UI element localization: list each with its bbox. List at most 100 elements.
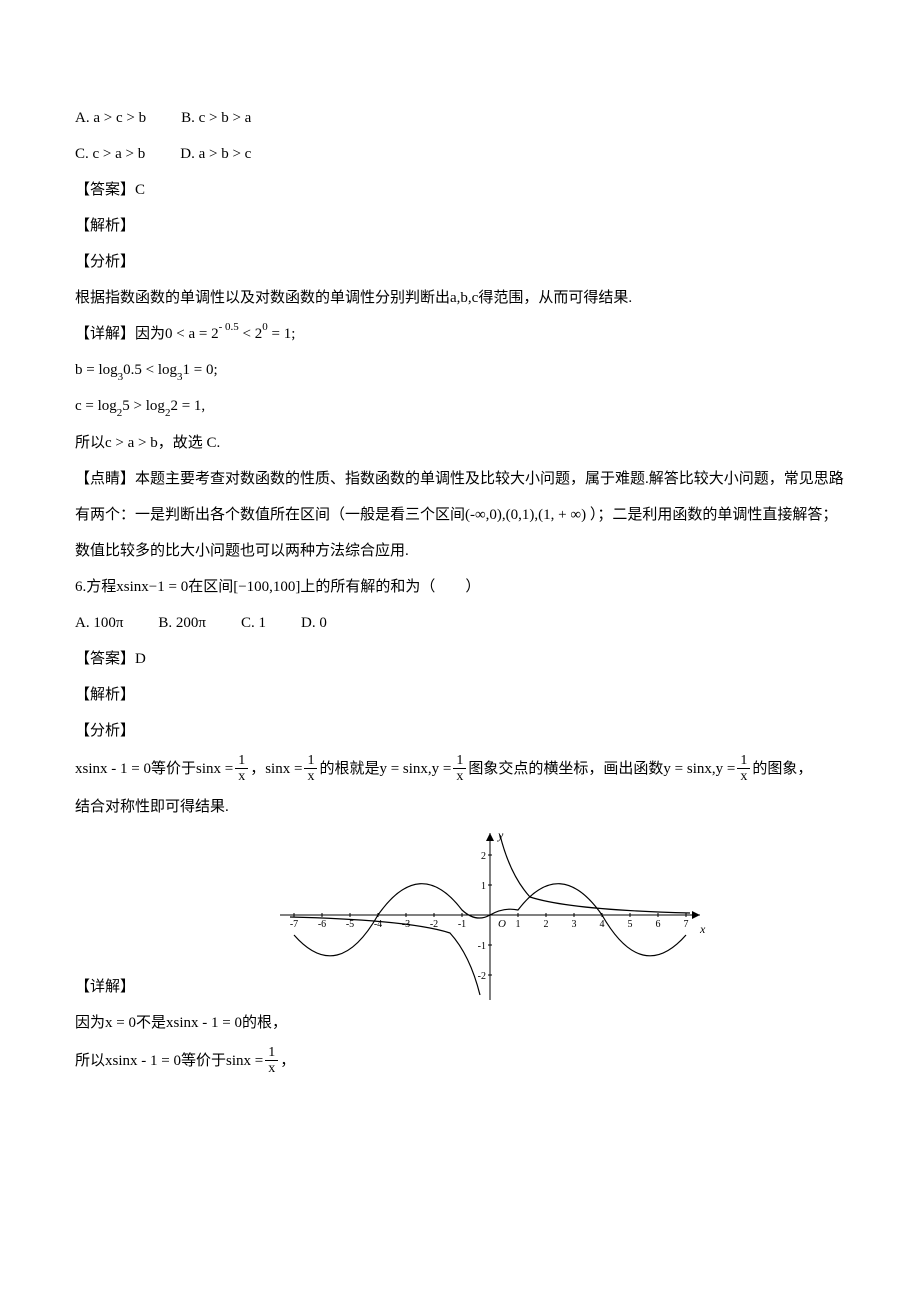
q6-opt-d: D. 0 xyxy=(301,605,327,641)
q5-so-pre: 所以 xyxy=(75,435,105,451)
q6-d-l2-mid: 等价于 xyxy=(181,1043,226,1079)
svg-text:5: 5 xyxy=(628,919,633,930)
svg-text:1: 1 xyxy=(516,919,521,930)
q6-an-sin2: sinx = xyxy=(265,751,302,787)
q5-detail-c: c = log25 > log22 = 1, xyxy=(75,388,845,424)
q6-stem-pre: 6.方程 xyxy=(75,579,116,595)
q5-detail-a-tail: ; xyxy=(291,326,295,342)
q6-frac5-n: 1 xyxy=(265,1045,278,1061)
svg-text:-6: -6 xyxy=(318,919,326,930)
q5-dianqing: 【点睛】本题主要考查对数函数的性质、指数函数的单调性及比较大小问题，属于难题.解… xyxy=(75,461,845,569)
q6-detail-l2: 所以 xsinx - 1 = 0 等价于 sinx = 1x ， xyxy=(75,1041,845,1081)
q6-frac1-n: 1 xyxy=(235,753,248,769)
q6-frac2: 1x xyxy=(304,753,317,785)
q5-detail-c-sub2: 2 xyxy=(165,407,171,419)
q5-detail-a-eq: 0 < a = 2- 0.5 < 20 = 1 xyxy=(165,326,291,342)
q6-d-l2-pre: 所以 xyxy=(75,1043,105,1079)
q6-frac3-d: x xyxy=(453,769,466,784)
svg-text:O: O xyxy=(498,918,506,930)
svg-text:-7: -7 xyxy=(290,919,298,930)
q5-detail-c-sub1: 2 xyxy=(117,407,123,419)
q6-frac3: 1x xyxy=(453,753,466,785)
q6-d-l2-eq: xsinx - 1 = 0 xyxy=(105,1043,181,1079)
q6-stem-post: 上的所有解的和为（ ） xyxy=(300,579,480,595)
q6-d-l1-mid: 不是 xyxy=(136,1015,166,1031)
q5-detail-a: 【详解】因为0 < a = 2- 0.5 < 20 = 1; xyxy=(75,316,845,352)
q6-frac2-d: x xyxy=(304,769,317,784)
q6-frac1-d: x xyxy=(235,769,248,784)
q6-d-l2-post: ， xyxy=(280,1043,295,1079)
q6-stem-mid: 在区间 xyxy=(188,579,233,595)
q6-an-txt2: 的根就是 xyxy=(319,751,379,787)
q6-d-l1-post: 的根， xyxy=(242,1015,287,1031)
q6-d-l1-eq2: xsinx - 1 = 0 xyxy=(166,1015,242,1031)
q5-detail-b-pre: b = log xyxy=(75,362,118,378)
q6-analysis-line1: xsinx - 1 = 0 等价于 sinx = 1x ， sinx = 1x … xyxy=(75,749,845,789)
q5-so-post: ，故选 C. xyxy=(158,435,221,451)
svg-text:3: 3 xyxy=(572,919,577,930)
q6-frac4-d: x xyxy=(737,769,750,784)
q5-conclusion: 所以c > a > b，故选 C. xyxy=(75,425,845,461)
svg-text:-2: -2 xyxy=(478,971,486,982)
q5-detail-label: 【详解】因为 xyxy=(75,326,165,342)
q6-an-txt1: 等价于 xyxy=(151,751,196,787)
q6-an-y1: y = sinx,y = xyxy=(379,751,451,787)
q5-analysis-text: 根据指数函数的单调性以及对数函数的单调性分别判断出a,b,c得范围，从而可得结果… xyxy=(75,280,845,316)
q5-detail-b-mid: 0.5 < log xyxy=(123,362,177,378)
q6-parse-label: 【解析】 xyxy=(75,677,845,713)
q6-options: A. 100π B. 200π C. 1 D. 0 xyxy=(75,605,845,641)
q5-options-row2: C. c > a > b D. a > b > c xyxy=(75,136,845,172)
q6-an-sin1: sinx = xyxy=(196,751,233,787)
q5-opt-d: D. a > b > c xyxy=(180,136,251,172)
q6-analysis-label: 【分析】 xyxy=(75,713,845,749)
q6-d-l1-eq1: x = 0 xyxy=(105,1015,136,1031)
svg-text:x: x xyxy=(699,922,706,936)
q5-opt-b: B. c > b > a xyxy=(181,100,251,136)
q5-answer: 【答案】C xyxy=(75,172,845,208)
svg-text:-1: -1 xyxy=(478,941,486,952)
svg-text:6: 6 xyxy=(656,919,661,930)
q6-answer: 【答案】D xyxy=(75,641,845,677)
q6-detail-l1: 因为x = 0不是xsinx - 1 = 0的根， xyxy=(75,1005,845,1041)
q6-stem-eq: xsinx−1 = 0 xyxy=(116,579,188,595)
q5-detail-c-post: 2 = 1 xyxy=(170,398,201,414)
q6-an-comma1: ， xyxy=(250,751,265,787)
q5-so-mid: c > a > b xyxy=(105,435,158,451)
q6-an-txt3: 图象交点的横坐标，画出函数 xyxy=(468,751,663,787)
q6-graph: -7 -6 -5 -4 -3 -2 -1 1 2 3 4 5 6 7 xyxy=(135,825,845,1005)
q6-opt-c: C. 1 xyxy=(241,605,266,641)
svg-text:4: 4 xyxy=(600,919,605,930)
q5-opt-c: C. c > a > b xyxy=(75,136,145,172)
q5-detail-b-post: 1 = 0 xyxy=(183,362,214,378)
q6-d-l1-pre: 因为 xyxy=(75,1015,105,1031)
svg-text:7: 7 xyxy=(684,919,689,930)
q6-opt-b: B. 200π xyxy=(158,605,206,641)
q6-graph-row: 【详解】 -7 -6 -5 -4 -3 -2 -1 1 2 xyxy=(75,825,845,1005)
svg-text:2: 2 xyxy=(544,919,549,930)
q6-d-l2-sin: sinx = xyxy=(226,1043,263,1079)
q6-analysis-line2: 结合对称性即可得结果. xyxy=(75,789,845,825)
q6-opt-a: A. 100π xyxy=(75,605,123,641)
q6-frac5-d: x xyxy=(265,1061,278,1076)
q6-an-eq1: xsinx - 1 = 0 xyxy=(75,751,151,787)
q5-detail-c-pre: c = log xyxy=(75,398,117,414)
q6-an-txt4: 的图象， xyxy=(752,751,812,787)
q5-options-row1: A. a > c > b B. c > b > a xyxy=(75,100,845,136)
q6-frac4: 1x xyxy=(737,753,750,785)
q6-stem: 6.方程xsinx−1 = 0在区间[−100,100]上的所有解的和为（ ） xyxy=(75,569,845,605)
q6-frac5: 1x xyxy=(265,1045,278,1077)
q5-analysis-label: 【分析】 xyxy=(75,244,845,280)
q6-an-y2: y = sinx,y = xyxy=(663,751,735,787)
svg-text:2: 2 xyxy=(481,851,486,862)
q6-detail-label: 【详解】 xyxy=(75,969,135,1005)
q5-detail-b-tail: ; xyxy=(214,362,218,378)
function-graph-svg: -7 -6 -5 -4 -3 -2 -1 1 2 3 4 5 6 7 xyxy=(270,825,710,1005)
svg-text:-1: -1 xyxy=(458,919,466,930)
q5-parse-label: 【解析】 xyxy=(75,208,845,244)
q6-frac2-n: 1 xyxy=(304,753,317,769)
svg-text:-5: -5 xyxy=(346,919,354,930)
svg-text:1: 1 xyxy=(481,881,486,892)
q5-detail-b-sub1: 3 xyxy=(118,371,124,383)
q6-frac3-n: 1 xyxy=(453,753,466,769)
q6-frac4-n: 1 xyxy=(737,753,750,769)
